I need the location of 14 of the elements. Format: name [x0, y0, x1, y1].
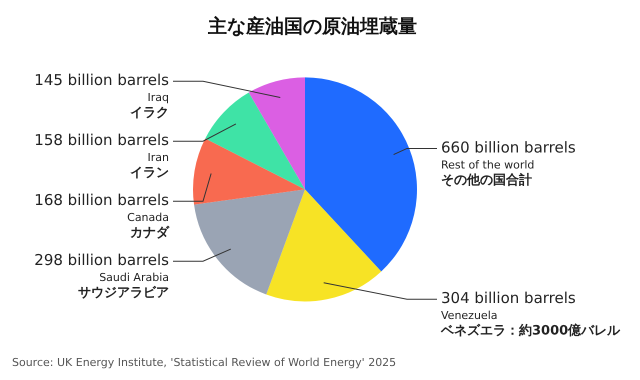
slice-label: Venezuela ベネズエラ：約3000億バレル [440, 309, 622, 339]
data-label: 298 billion barrels [34, 251, 170, 270]
data-label: 145 billion barrels [34, 71, 170, 90]
data-label: 660 billion barrels [441, 138, 576, 156]
slice-label: Rest of the world その他の国合計 [441, 158, 534, 188]
data-label: 168 billion barrels [34, 191, 170, 210]
data-label: 158 billion barrels [34, 131, 170, 150]
slice-label: Iraq イラク [130, 91, 169, 121]
slice-label: Saudi Arabia サウジアラビア [78, 271, 169, 301]
chart-title: 主な産油国の原油埋蔵量 [207, 15, 417, 38]
source-note: Source: UK Energy Institute, 'Statistical Review of World Energy' 2025 [12, 356, 396, 369]
slice-label: Canada カナダ [127, 211, 170, 241]
slice-label: Iran イラン [130, 151, 170, 181]
data-label: 304 billion barrels [441, 289, 576, 308]
